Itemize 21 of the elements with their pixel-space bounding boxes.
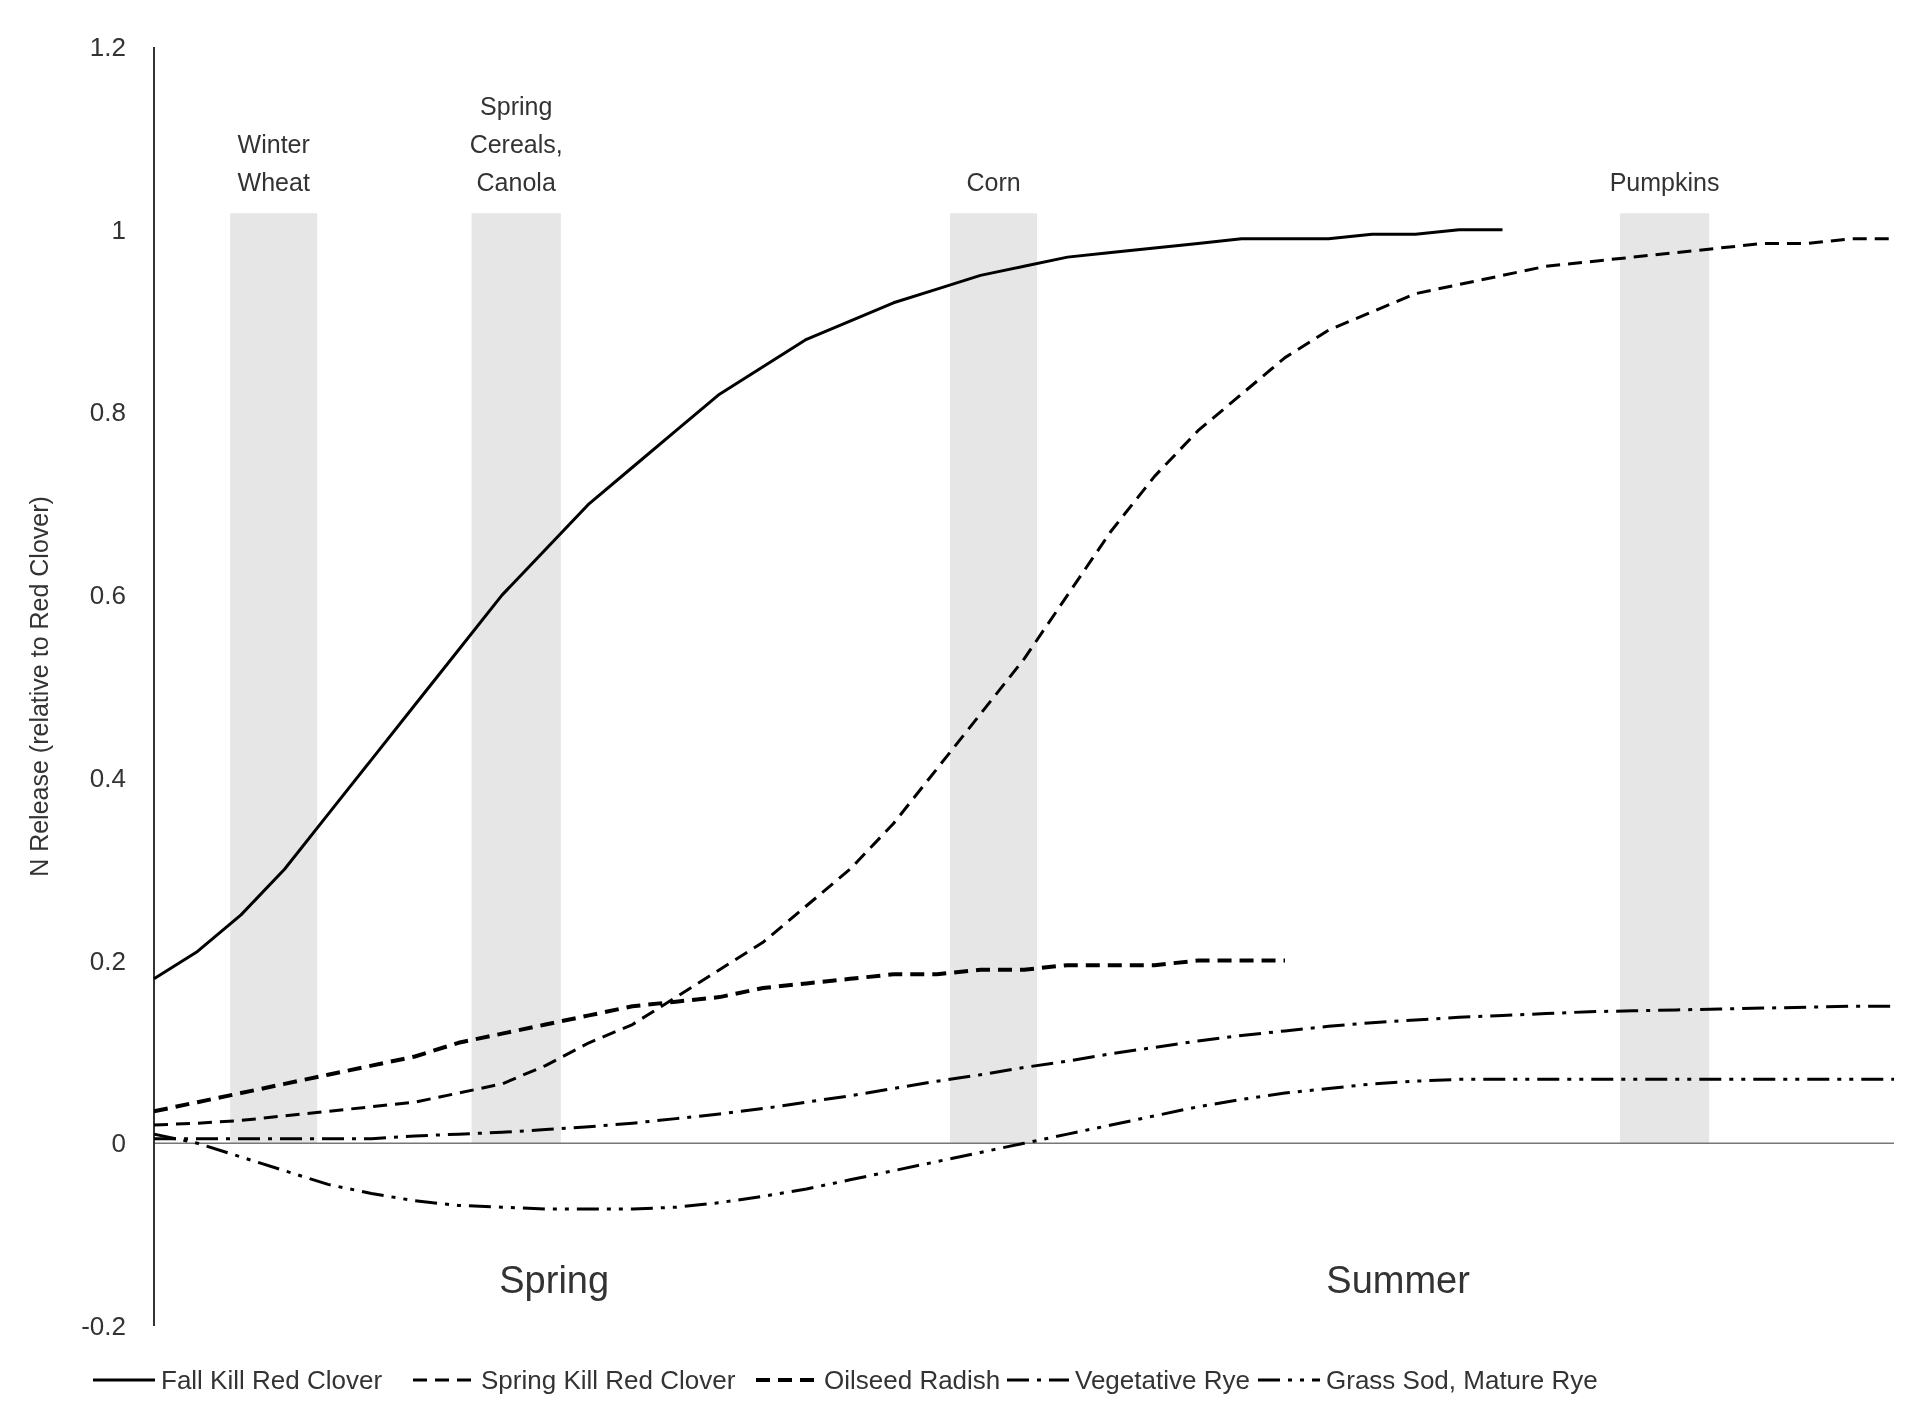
legend-label: Oilseed Radish [824,1365,1001,1395]
legend-label: Fall Kill Red Clover [161,1365,383,1395]
legend-label: Spring Kill Red Clover [481,1365,736,1395]
annotation: Spring Cereals, Canola [469,92,563,197]
legend-label: Grass Sod, Mature Rye [1326,1365,1598,1395]
y-tick-label: -0.2 [81,1311,126,1341]
y-tick-label: 1.2 [89,32,126,62]
legend-label: Vegetative Rye [1075,1365,1250,1395]
y-tick-label: 0.8 [89,397,126,428]
line-series [152,228,1504,981]
annotation: Corn [966,168,1021,197]
annotation: Winter Wheat [237,130,310,197]
annotation: Summer [1326,1259,1471,1302]
y-tick-label: 0 [111,1128,126,1159]
y-axis-title: N Release (relative to Red Clover) [25,496,53,877]
y-tick-label: 0.4 [89,762,126,793]
annotation: Pumpkins [1609,168,1720,197]
y-tick-label: 0.6 [89,580,126,611]
y-tick-label: 1 [111,214,126,245]
y-tick-label: 0.2 [89,945,126,976]
annotation: Spring [499,1259,610,1302]
